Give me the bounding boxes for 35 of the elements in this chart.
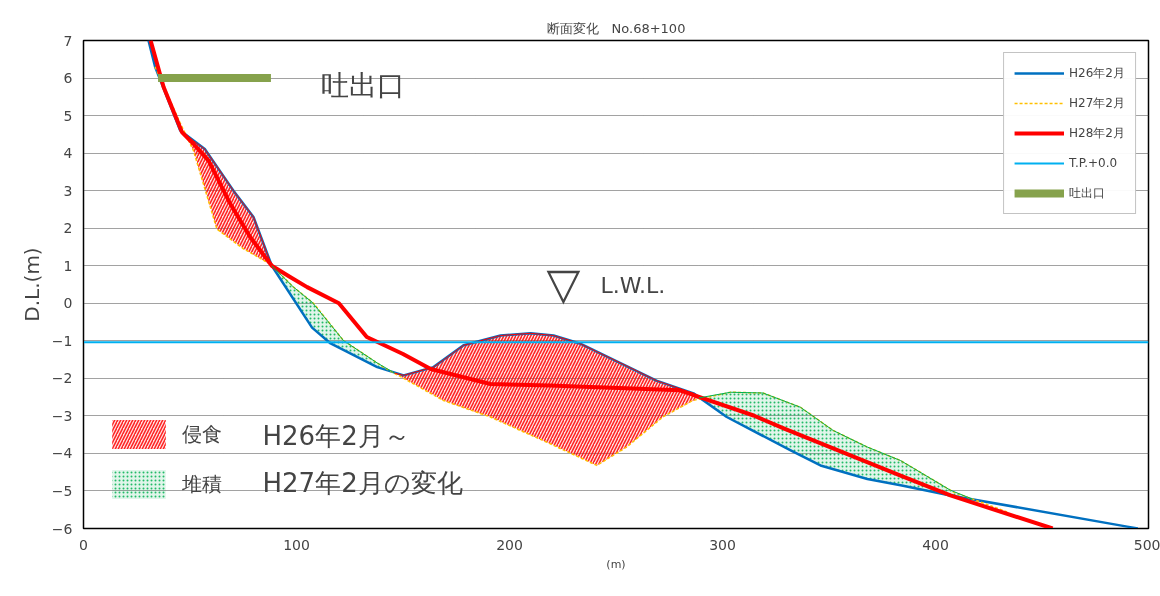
y-tick-label: −1: [51, 332, 73, 349]
legend-label: 吐出口: [1069, 184, 1106, 202]
legend-label: 侵食: [182, 420, 222, 448]
y-tick-label: −2: [51, 370, 73, 387]
legend-label: T.P.+0.0: [1069, 156, 1118, 170]
x-axis-title: (m): [606, 557, 626, 571]
annotation: 吐出口: [320, 69, 405, 101]
annotation: H27年2月の変化: [262, 467, 463, 498]
y-tick-label: 6: [63, 70, 73, 87]
y-tick-label: 0: [63, 295, 73, 312]
y-tick-label: 4: [63, 145, 73, 162]
y-axis-title: D.L.(m): [19, 247, 44, 322]
y-tick-label: 1: [63, 257, 73, 274]
annotation: L.W.L.: [600, 272, 666, 298]
y-tick-label: 3: [63, 182, 73, 199]
y-tick-label: 2: [63, 220, 73, 237]
legend-label: H27年2月: [1069, 94, 1125, 112]
x-tick-label: 300: [709, 536, 736, 553]
annotation: H26年2月～: [262, 420, 410, 451]
x-tick-label: 400: [922, 536, 949, 553]
legend-label: H26年2月: [1069, 64, 1125, 82]
y-tick-label: −6: [51, 520, 73, 537]
y-tick-label: 5: [63, 107, 73, 124]
annotation: ▽: [546, 257, 581, 309]
y-tick-label: 7: [63, 32, 73, 49]
legend-label: H28年2月: [1069, 124, 1125, 142]
y-tick-label: −4: [51, 445, 73, 462]
y-tick-label: −5: [51, 482, 73, 499]
y-tick-label: −3: [51, 407, 73, 424]
x-tick-label: 100: [283, 536, 310, 553]
x-tick-label: 0: [79, 536, 88, 553]
legend-label: 堆積: [182, 470, 222, 498]
x-tick-label: 200: [496, 536, 523, 553]
x-tick-label: 500: [1133, 536, 1160, 553]
chart-title: 断面変化 No.68+100: [546, 20, 686, 36]
